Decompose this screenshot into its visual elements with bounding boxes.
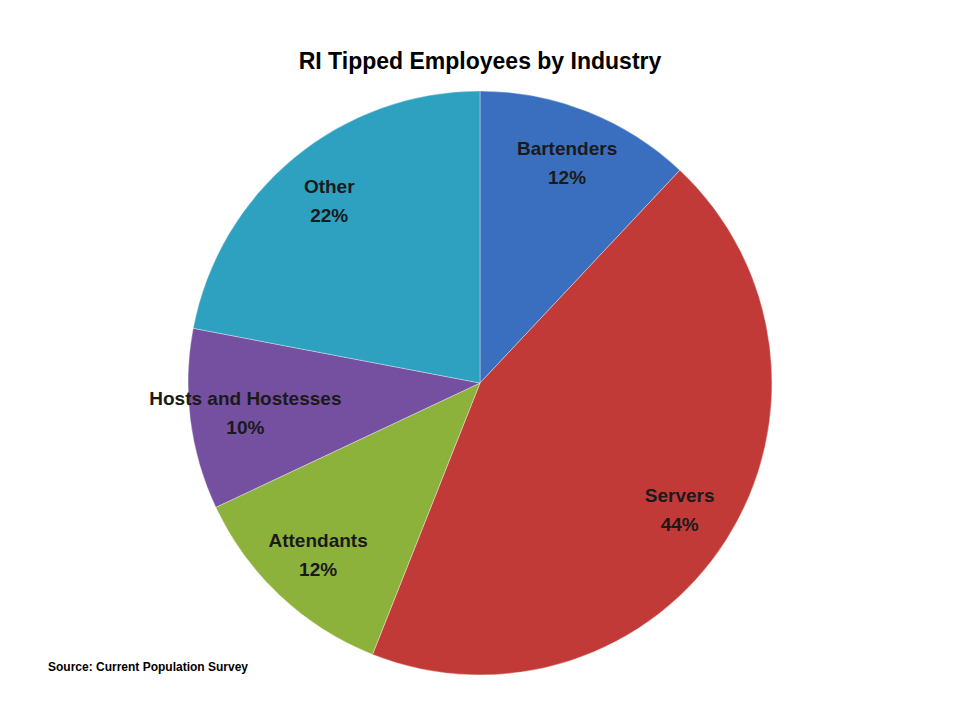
svg-text:Other: Other	[304, 176, 355, 197]
svg-text:12%: 12%	[299, 559, 337, 580]
svg-text:10%: 10%	[226, 417, 264, 438]
svg-text:12%: 12%	[548, 167, 586, 188]
svg-text:22%: 22%	[310, 205, 348, 226]
svg-text:RI Tipped Employees by Industr: RI Tipped Employees by Industry	[299, 48, 662, 74]
svg-text:Servers: Servers	[645, 485, 715, 506]
svg-text:Hosts and Hostesses: Hosts and Hostesses	[149, 388, 341, 409]
svg-text:Bartenders: Bartenders	[517, 138, 617, 159]
svg-text:Source: Current Population Sur: Source: Current Population Survey	[48, 660, 248, 674]
svg-text:44%: 44%	[661, 514, 699, 535]
svg-text:Attendants: Attendants	[268, 530, 367, 551]
